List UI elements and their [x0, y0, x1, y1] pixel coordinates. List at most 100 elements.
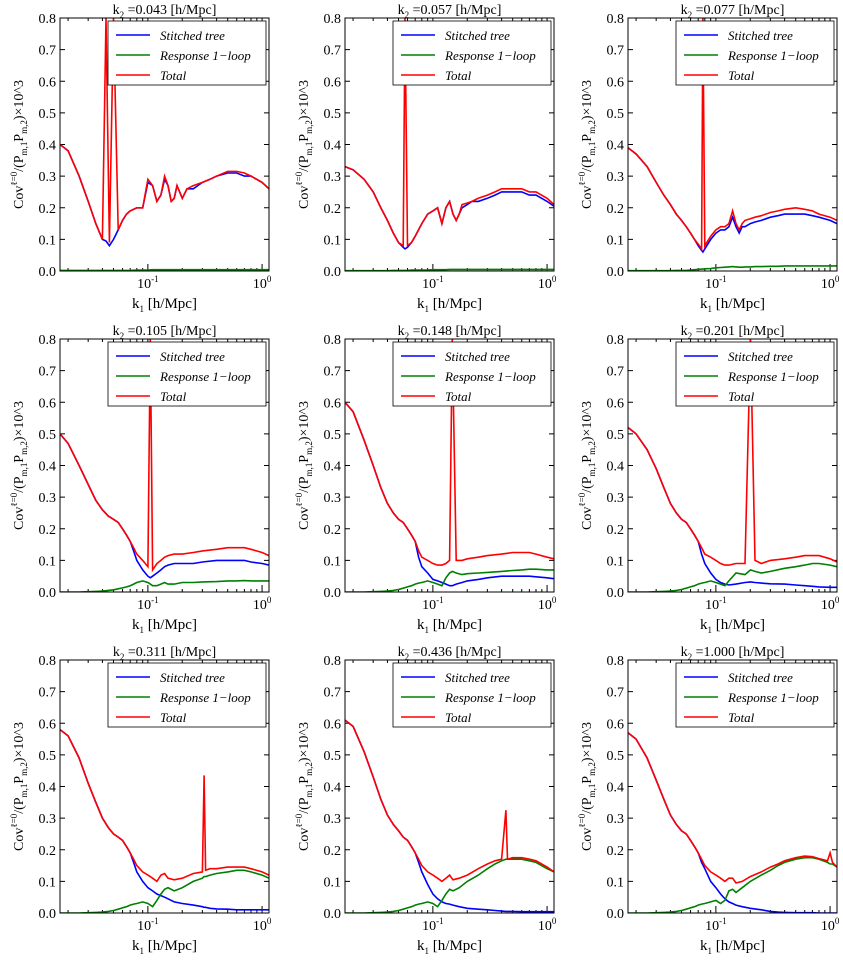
- y-tick-label: 0.4: [39, 781, 57, 796]
- y-tick-label: 0.7: [324, 365, 342, 380]
- legend-label: Response 1−loop: [727, 48, 819, 63]
- legend-label: Stitched tree: [728, 670, 793, 685]
- y-tick-label: 0.3: [39, 170, 57, 185]
- y-tick-label: 0.5: [607, 107, 625, 122]
- plot-frame: [59, 659, 270, 914]
- y-tick-label: 0.1: [324, 875, 342, 890]
- y-tick-label: 0.0: [324, 907, 342, 922]
- series-line: [345, 268, 554, 271]
- x-tick-label: 10-1: [422, 274, 444, 292]
- series-line: [345, 339, 554, 566]
- y-tick-label: 0.6: [324, 396, 342, 411]
- series-line: [628, 18, 837, 252]
- plot-frame: [344, 17, 555, 272]
- legend-label: Stitched tree: [445, 670, 510, 685]
- x-axis-label: k1 [h/Mpc]: [700, 938, 765, 956]
- panel-title: k2 =0.043 [h/Mpc]: [113, 3, 217, 20]
- y-tick-label: 0.1: [607, 554, 625, 569]
- y-tick-label: 0.3: [39, 812, 57, 827]
- legend-label: Response 1−loop: [159, 369, 251, 384]
- y-tick-label: 0.8: [324, 333, 342, 348]
- y-tick-label: 0.1: [324, 233, 342, 248]
- y-tick-label: 0.5: [324, 428, 342, 443]
- series-line: [60, 728, 269, 911]
- y-tick-label: 0.1: [607, 875, 625, 890]
- y-tick-label: 0.1: [324, 554, 342, 569]
- series-line: [628, 562, 837, 592]
- panel-title: k2 =1.000 [h/Mpc]: [681, 645, 785, 662]
- y-tick-label: 0.2: [39, 202, 57, 217]
- legend-label: Response 1−loop: [727, 690, 819, 705]
- y-tick-label: 0.0: [39, 586, 57, 601]
- y-tick-label: 0.3: [607, 812, 625, 827]
- series-line: [60, 579, 269, 592]
- panel-chart: k2 =0.077 [h/Mpc] 0.0 0.1 0.2 0.3 0.4 0.5 0.6 0.…: [577, 3, 840, 314]
- y-tick-label: 0.8: [607, 654, 625, 669]
- y-tick-label: 0.7: [324, 44, 342, 59]
- y-tick-label: 0.2: [39, 523, 57, 538]
- series-line: [345, 165, 554, 250]
- legend-label: Total: [445, 389, 472, 404]
- series-line: [345, 568, 554, 592]
- y-tick-label: 0.4: [607, 139, 625, 154]
- y-tick-label: 0.8: [39, 12, 57, 27]
- y-tick-label: 0.2: [607, 523, 625, 538]
- x-tick-label: 10-1: [422, 916, 444, 934]
- series-line: [628, 339, 837, 566]
- series-line: [628, 732, 837, 884]
- plot-frame: [59, 17, 270, 272]
- y-tick-label: 0.8: [324, 654, 342, 669]
- legend-label: Total: [445, 710, 472, 725]
- y-tick-label: 0.6: [39, 396, 57, 411]
- y-tick-label: 0.2: [324, 523, 342, 538]
- plot-frame: [344, 338, 555, 593]
- legend-label: Stitched tree: [445, 28, 510, 43]
- y-tick-label: 0.6: [324, 75, 342, 90]
- x-axis-label: k1 [h/Mpc]: [700, 617, 765, 635]
- y-tick-label: 0.6: [607, 717, 625, 732]
- legend-label: Total: [728, 68, 755, 83]
- y-tick-label: 0.8: [607, 12, 625, 27]
- y-tick-label: 0.5: [324, 107, 342, 122]
- y-tick-label: 0.3: [39, 491, 57, 506]
- y-axis-label: Covℓ=0/(Pm,1Pm,2)×10^3: [294, 722, 314, 851]
- y-tick-label: 0.4: [324, 781, 342, 796]
- x-tick-label: 10-1: [705, 595, 727, 613]
- series-line: [60, 143, 269, 248]
- y-tick-label: 0.5: [607, 749, 625, 764]
- y-tick-label: 0.5: [39, 749, 57, 764]
- panel-title: k2 =0.201 [h/Mpc]: [681, 324, 785, 341]
- panel-title: k2 =0.057 [h/Mpc]: [398, 3, 502, 20]
- panel-title: k2 =0.105 [h/Mpc]: [113, 324, 217, 341]
- x-tick-label: 10-1: [705, 916, 727, 934]
- y-tick-label: 0.6: [607, 75, 625, 90]
- y-tick-label: 0.2: [607, 844, 625, 859]
- series-line: [345, 18, 554, 248]
- panel-chart: k2 =1.000 [h/Mpc] 0.0 0.1 0.2 0.3 0.4 0.5 0.6 0.…: [577, 645, 840, 956]
- legend-label: Response 1−loop: [727, 369, 819, 384]
- y-tick-label: 0.3: [324, 170, 342, 185]
- panel-chart: k2 =0.057 [h/Mpc] 0.0 0.1 0.2 0.3 0.4 0.5 0.6 0.…: [294, 3, 557, 314]
- y-tick-label: 0.1: [39, 554, 57, 569]
- y-tick-label: 0.0: [607, 907, 625, 922]
- legend-label: Response 1−loop: [444, 48, 536, 63]
- plot-frame: [627, 17, 838, 272]
- legend-label: Response 1−loop: [444, 690, 536, 705]
- y-tick-label: 0.7: [39, 44, 57, 59]
- y-tick-label: 0.7: [39, 686, 57, 701]
- y-tick-label: 0.4: [324, 139, 342, 154]
- series-line: [60, 268, 269, 271]
- y-tick-label: 0.6: [39, 75, 57, 90]
- x-tick-label: 10-1: [137, 274, 159, 292]
- legend-label: Total: [445, 68, 472, 83]
- y-axis-label: Covℓ=0/(Pm,1Pm,2)×10^3: [577, 722, 597, 851]
- series-line: [628, 265, 837, 271]
- panel-chart: k2 =0.201 [h/Mpc] 0.0 0.1 0.2 0.3 0.4 0.5 0.6 0.…: [577, 324, 840, 635]
- panel-chart: k2 =0.043 [h/Mpc] 0.0 0.1 0.2 0.3 0.4 0.5 0.6 0.…: [9, 3, 272, 314]
- y-axis-label: Covℓ=0/(Pm,1Pm,2)×10^3: [577, 80, 597, 209]
- x-tick-label: 10-1: [137, 595, 159, 613]
- y-axis-label: Covℓ=0/(Pm,1Pm,2)×10^3: [9, 401, 29, 530]
- legend-label: Stitched tree: [445, 349, 510, 364]
- x-tick-label: 10-1: [137, 916, 159, 934]
